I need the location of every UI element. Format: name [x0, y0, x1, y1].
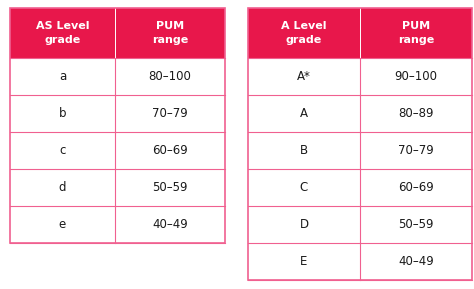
Bar	[10, 95, 225, 132]
Text: A: A	[300, 107, 308, 120]
Bar	[10, 58, 225, 95]
Text: D: D	[300, 218, 309, 231]
Text: e: e	[59, 218, 66, 231]
Text: 90–100: 90–100	[394, 70, 438, 83]
Bar	[248, 8, 472, 58]
Text: A Level
grade: A Level grade	[281, 21, 327, 45]
Text: 60–69: 60–69	[152, 144, 188, 157]
Bar	[248, 95, 472, 132]
Text: C: C	[300, 181, 308, 194]
Bar	[248, 132, 472, 169]
Text: PUM
range: PUM range	[398, 21, 434, 45]
Bar	[10, 169, 225, 206]
Text: 70–79: 70–79	[398, 144, 434, 157]
Text: 40–49: 40–49	[152, 218, 188, 231]
Bar	[248, 58, 472, 95]
Bar	[10, 132, 225, 169]
Bar	[10, 206, 225, 243]
Text: 40–49: 40–49	[398, 255, 434, 268]
Text: AS Level
grade: AS Level grade	[36, 21, 89, 45]
Bar	[248, 169, 472, 206]
Bar	[248, 206, 472, 243]
Text: E: E	[301, 255, 308, 268]
Bar	[248, 8, 472, 280]
Bar	[248, 243, 472, 280]
Text: 60–69: 60–69	[398, 181, 434, 194]
Text: A*: A*	[297, 70, 311, 83]
Bar	[10, 8, 225, 58]
Text: 80–100: 80–100	[148, 70, 191, 83]
Text: 50–59: 50–59	[398, 218, 434, 231]
Text: 80–89: 80–89	[398, 107, 434, 120]
Text: d: d	[59, 181, 66, 194]
Text: 70–79: 70–79	[152, 107, 188, 120]
Text: c: c	[59, 144, 66, 157]
Text: b: b	[59, 107, 66, 120]
Text: B: B	[300, 144, 308, 157]
Text: PUM
range: PUM range	[152, 21, 188, 45]
Text: 50–59: 50–59	[152, 181, 188, 194]
Text: a: a	[59, 70, 66, 83]
Bar	[10, 8, 225, 243]
